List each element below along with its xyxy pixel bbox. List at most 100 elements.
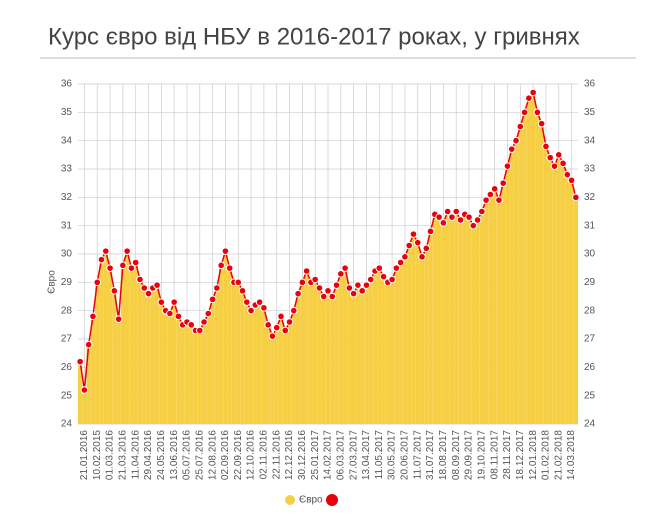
- x-tick-label: 25.01.2017: [310, 430, 321, 480]
- y2-tick-label: 33: [584, 164, 596, 175]
- bar: [317, 288, 322, 424]
- x-tick-label: 24.05.2016: [156, 430, 167, 480]
- bar: [424, 248, 429, 424]
- x-tick-label: 12.12.2016: [284, 430, 295, 480]
- point: [170, 298, 178, 306]
- bar: [377, 268, 382, 424]
- x-tick-label: 08.11.2017: [489, 430, 500, 480]
- point: [319, 292, 328, 301]
- point: [89, 312, 97, 321]
- y2-tick-label: 28: [584, 305, 596, 316]
- bar: [240, 290, 245, 424]
- point: [469, 221, 478, 230]
- x-tick-label: 14.03.2018: [566, 430, 577, 480]
- point: [101, 247, 110, 255]
- bar: [227, 268, 232, 424]
- point: [567, 176, 576, 185]
- point: [405, 241, 413, 250]
- bar: [505, 166, 510, 424]
- bar: [381, 276, 386, 424]
- x-tick-label: 18.08.2017: [438, 430, 449, 480]
- point: [187, 321, 196, 329]
- point: [213, 284, 221, 292]
- y-tick-label: 32: [61, 192, 73, 203]
- bar: [415, 242, 420, 424]
- point: [264, 321, 272, 329]
- bar: [402, 256, 408, 424]
- point: [260, 304, 268, 312]
- point: [554, 151, 563, 159]
- point: [499, 179, 508, 187]
- bar: [522, 112, 527, 424]
- point: [516, 122, 525, 131]
- point: [358, 287, 366, 295]
- point: [456, 216, 465, 224]
- point: [272, 323, 281, 332]
- point: [97, 255, 106, 264]
- bar: [219, 265, 224, 424]
- x-tick-label: 18.12.2017: [515, 430, 526, 480]
- point: [525, 94, 533, 102]
- point: [106, 264, 114, 272]
- x-tick-label: 06.03.2017: [335, 430, 346, 480]
- bar: [206, 313, 211, 424]
- bar: [441, 222, 446, 424]
- legend-label: Євро: [299, 495, 323, 506]
- x-tick-label: 21.01.2016: [79, 430, 90, 480]
- bar: [355, 285, 361, 424]
- point: [512, 136, 520, 145]
- x-tick-label: 13.04.2017: [361, 430, 372, 480]
- bar: [552, 166, 557, 424]
- point: [123, 247, 131, 255]
- y2-tick-label: 30: [584, 249, 596, 260]
- point: [401, 253, 409, 261]
- bar: [389, 279, 395, 424]
- bar: [419, 256, 425, 424]
- bar: [197, 330, 202, 424]
- bar: [274, 327, 279, 424]
- bar: [261, 307, 267, 424]
- point: [443, 207, 452, 216]
- point: [542, 142, 550, 151]
- point: [166, 309, 174, 318]
- bar: [214, 288, 220, 424]
- point: [285, 318, 294, 326]
- x-tick-label: 10.02.2015: [92, 430, 103, 480]
- point: [114, 315, 123, 323]
- y-tick-label: 24: [61, 419, 73, 430]
- point: [195, 326, 204, 335]
- point: [127, 264, 136, 272]
- point: [563, 170, 572, 179]
- point: [345, 284, 354, 292]
- point: [225, 264, 234, 272]
- point: [204, 309, 213, 318]
- bar: [321, 296, 326, 424]
- y2-tick-label: 32: [584, 192, 596, 203]
- point: [550, 162, 559, 170]
- bar: [95, 282, 100, 424]
- point: [388, 275, 396, 284]
- bar: [253, 305, 258, 424]
- point: [559, 159, 567, 168]
- point: [277, 312, 285, 321]
- point: [418, 253, 426, 261]
- x-tick-label: 30.12.2016: [297, 430, 308, 480]
- point: [503, 162, 512, 170]
- y-tick-label: 30: [61, 249, 73, 260]
- bar: [313, 279, 318, 424]
- bar: [334, 285, 339, 424]
- point: [435, 213, 443, 221]
- point: [375, 264, 384, 272]
- point: [153, 281, 161, 289]
- point: [80, 386, 89, 394]
- bar: [287, 322, 292, 424]
- point: [294, 289, 302, 298]
- bar: [569, 180, 574, 424]
- bar: [142, 288, 147, 424]
- bar: [278, 316, 284, 424]
- legend-swatch-line: [326, 494, 338, 506]
- point: [341, 264, 349, 272]
- point: [281, 326, 290, 335]
- bar: [180, 324, 185, 424]
